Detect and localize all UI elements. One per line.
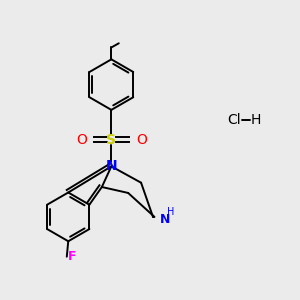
Text: H: H <box>250 113 261 127</box>
Text: O: O <box>76 133 87 147</box>
Text: N: N <box>160 213 170 226</box>
Text: H: H <box>167 207 175 217</box>
Text: O: O <box>136 133 147 147</box>
Text: S: S <box>106 133 116 147</box>
Text: N: N <box>106 159 117 173</box>
Text: F: F <box>68 250 77 263</box>
Text: Cl: Cl <box>227 113 241 127</box>
